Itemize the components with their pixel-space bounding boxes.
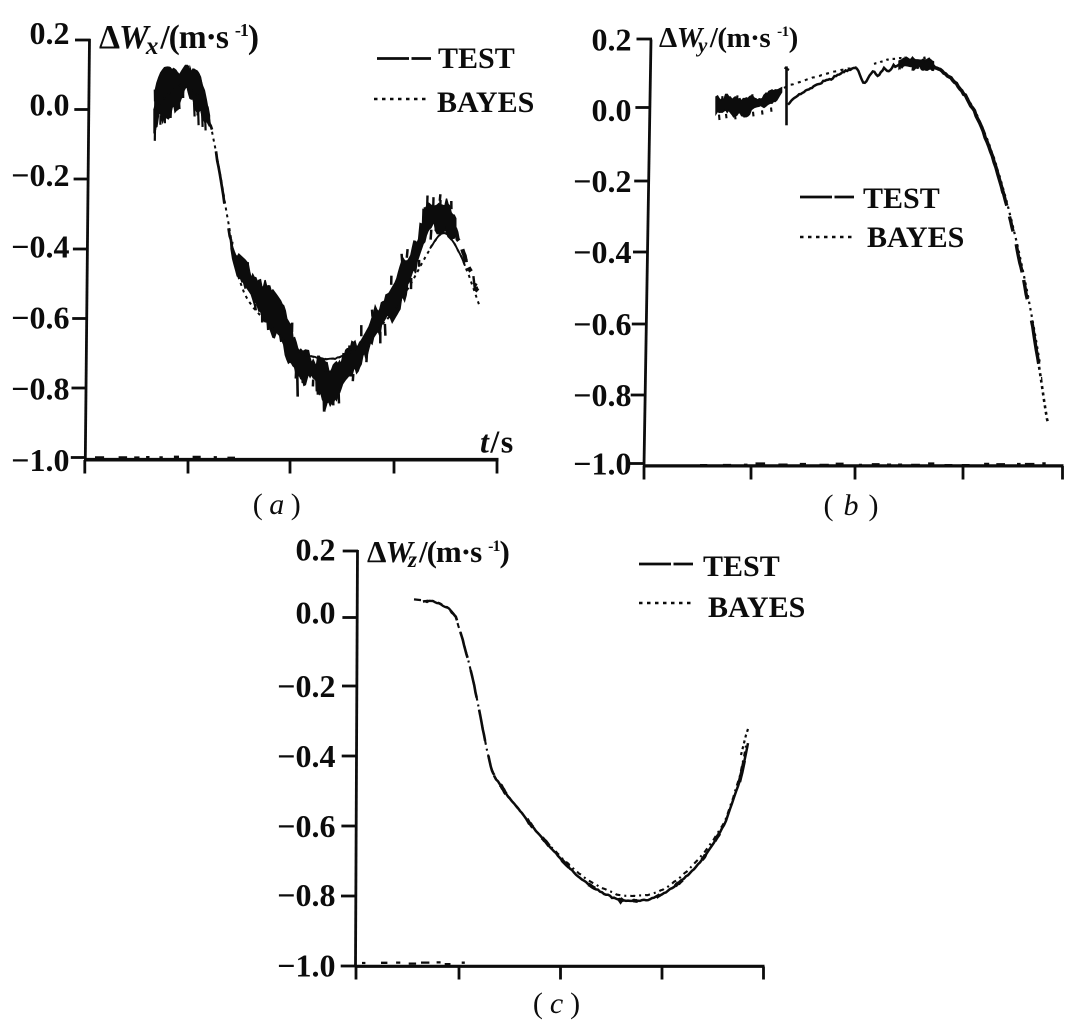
svg-text:−0.6: −0.6: [11, 300, 69, 336]
svg-text:0.2: 0.2: [296, 532, 336, 568]
svg-text:(c): (c): [533, 987, 587, 1020]
svg-text:TEST: TEST: [438, 42, 515, 75]
svg-text:(b): (b): [824, 489, 889, 522]
svg-text:−1.0: −1.0: [277, 948, 335, 984]
svg-text:−0.6: −0.6: [573, 306, 631, 342]
svg-text:0.2: 0.2: [592, 22, 632, 58]
svg-text:−0.8: −0.8: [277, 877, 335, 913]
svg-text:TEST: TEST: [703, 550, 780, 583]
svg-text:−0.4: −0.4: [277, 738, 335, 774]
svg-text:BAYES: BAYES: [867, 221, 964, 254]
svg-text:ΔWx/(m·s-1): ΔWx/(m·s -1): [99, 19, 258, 60]
svg-text:0.0: 0.0: [30, 87, 70, 123]
svg-text:−0.6: −0.6: [277, 808, 335, 844]
svg-text:0.2: 0.2: [30, 15, 70, 51]
svg-text:ΔWy/(m·s-1): ΔWy/(m·s -1): [659, 22, 798, 57]
svg-text:−0.8: −0.8: [573, 377, 631, 413]
svg-text:−1.0: −1.0: [11, 442, 69, 478]
svg-text:−0.4: −0.4: [573, 234, 631, 270]
svg-text:t/s: t/s: [480, 424, 515, 460]
svg-text:TEST: TEST: [863, 182, 940, 215]
svg-text:−1.0: −1.0: [573, 446, 631, 482]
svg-text:−0.4: −0.4: [11, 229, 69, 265]
svg-text:0.0: 0.0: [592, 92, 632, 128]
svg-text:BAYES: BAYES: [437, 86, 534, 119]
svg-text:−0.2: −0.2: [277, 668, 335, 704]
svg-text:BAYES: BAYES: [708, 591, 805, 624]
svg-text:0.0: 0.0: [296, 595, 336, 631]
svg-text:−0.2: −0.2: [11, 157, 69, 193]
svg-text:−0.2: −0.2: [573, 163, 631, 199]
svg-text:ΔWz/(m·s-1): ΔWz/(m·s -1): [367, 534, 509, 572]
svg-text:(a): (a): [253, 488, 308, 521]
svg-text:−0.8: −0.8: [11, 371, 69, 407]
